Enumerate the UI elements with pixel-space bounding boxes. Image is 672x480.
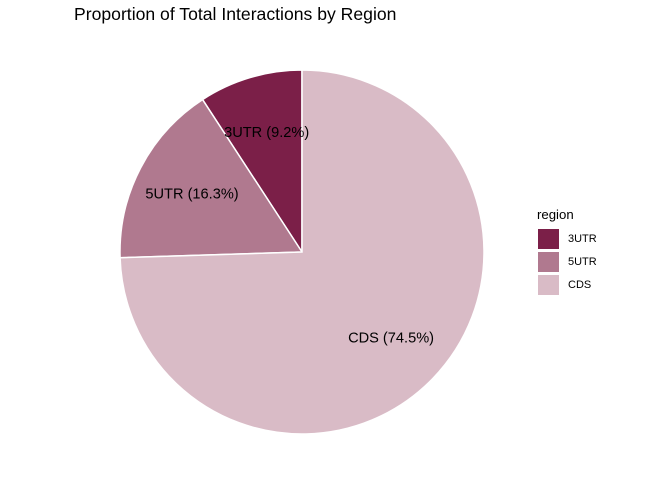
pie-slice-label-3utr: 3UTR (9.2%)	[224, 125, 309, 141]
pie-slice-label-5utr: 5UTR (16.3%)	[145, 187, 238, 203]
legend-swatch-5utr	[538, 252, 559, 272]
pie-slice-label-cds: CDS (74.5%)	[348, 330, 434, 346]
pie-slice-5utr	[119, 98, 304, 259]
legend-title: region	[537, 207, 574, 222]
pie-slices	[119, 69, 485, 435]
chart-title: Proportion of Total Interactions by Regi…	[74, 4, 396, 24]
legend-items: 3UTR 5UTR CDS	[538, 229, 597, 295]
legend-swatch-3utr	[538, 229, 559, 249]
legend-label-5utr: 5UTR	[568, 256, 597, 268]
legend: region 3UTR 5UTR CDS	[537, 207, 597, 295]
legend-swatch-cds	[538, 275, 559, 295]
legend-label-cds: CDS	[568, 279, 591, 291]
pie-slice-labels: 3UTR (9.2%) 5UTR (16.3%) CDS (74.5%)	[145, 125, 434, 346]
legend-label-3utr: 3UTR	[568, 233, 597, 245]
pie-slice-cds	[119, 69, 485, 435]
pie-slice-3utr	[201, 69, 303, 255]
